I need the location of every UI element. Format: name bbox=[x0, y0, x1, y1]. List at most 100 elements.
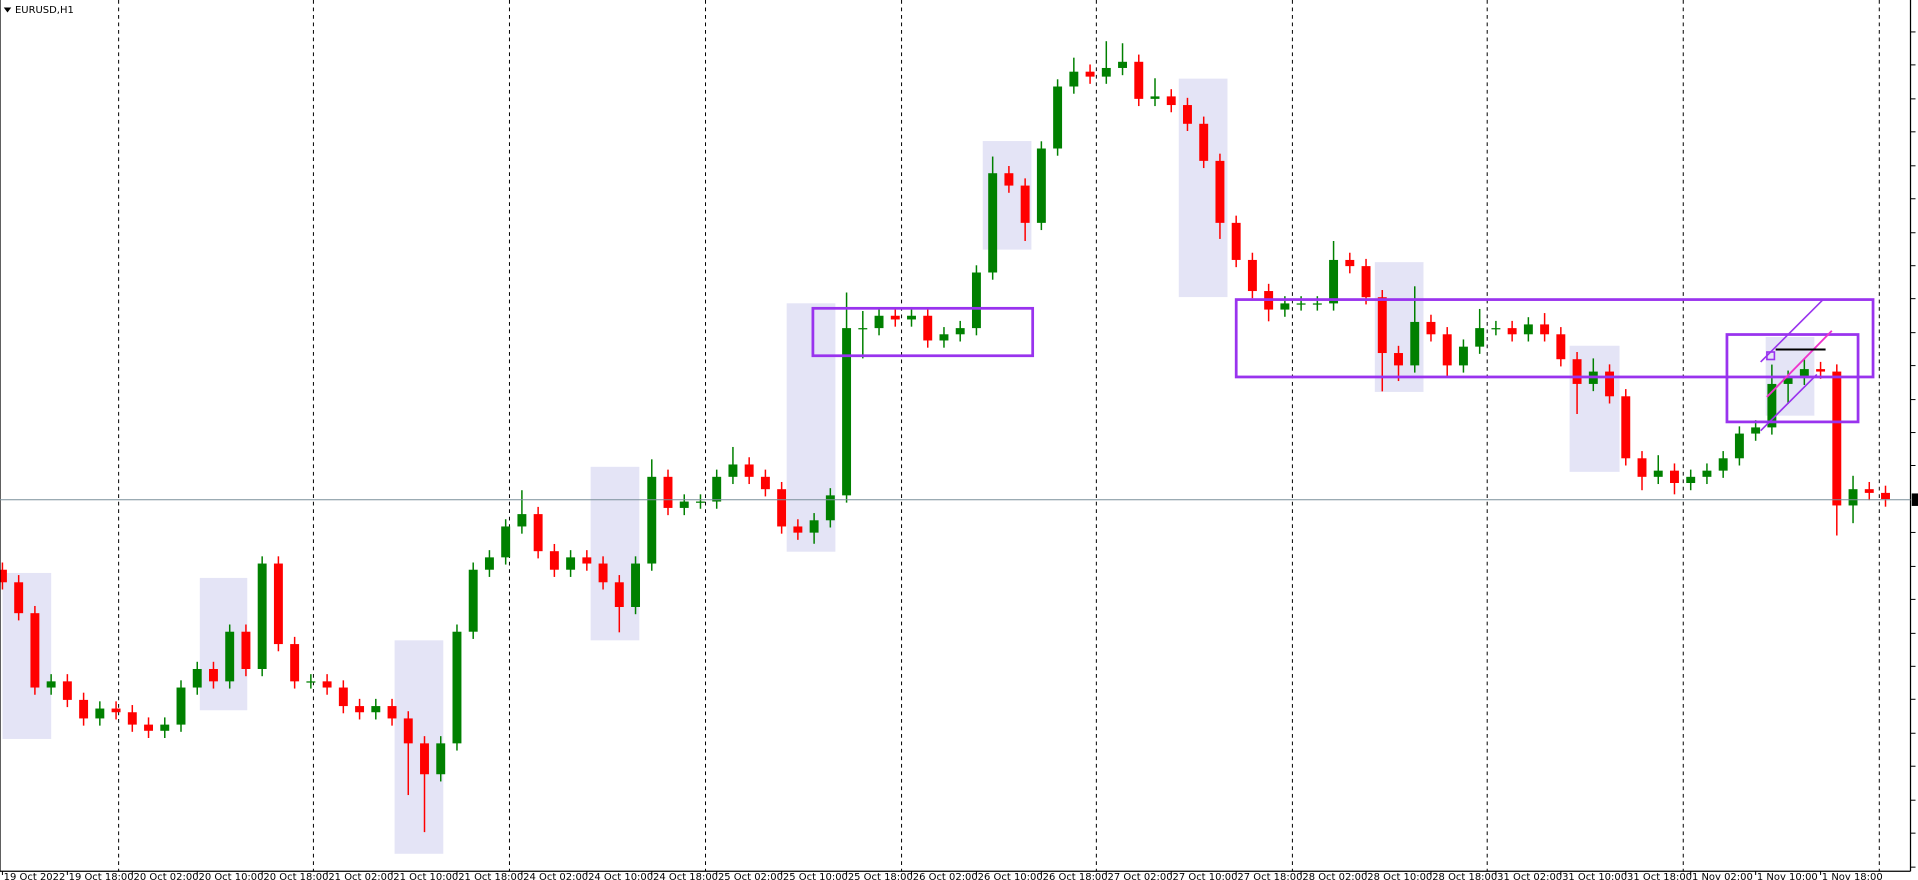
candle-body bbox=[436, 743, 446, 775]
channel-line bbox=[1760, 373, 1818, 432]
candle-body bbox=[290, 644, 300, 682]
candle-body bbox=[1004, 173, 1014, 186]
last-price-box bbox=[1911, 493, 1918, 506]
candle-body bbox=[1605, 371, 1615, 397]
candle-body bbox=[1166, 96, 1176, 106]
candle-body bbox=[825, 495, 835, 521]
candle-body bbox=[793, 526, 803, 533]
range-box bbox=[1234, 298, 1875, 379]
candle-body bbox=[533, 514, 543, 552]
candle-body bbox=[1881, 492, 1890, 500]
candle-body bbox=[387, 706, 397, 719]
candle-body bbox=[127, 712, 137, 725]
candle-body bbox=[631, 563, 641, 608]
zone bbox=[394, 640, 444, 854]
candle-body bbox=[858, 328, 868, 330]
candle-body bbox=[1832, 371, 1842, 506]
symbol-icon bbox=[3, 7, 12, 13]
candle-body bbox=[371, 706, 381, 713]
candle-body bbox=[1361, 266, 1371, 298]
x-tick-label: 27 Oct 10:00 bbox=[1172, 872, 1237, 880]
candle-body bbox=[1540, 324, 1550, 335]
day-separators bbox=[118, 0, 1880, 872]
x-tick-label: 26 Oct 18:00 bbox=[1043, 872, 1108, 880]
x-tick-label: 1 Nov 02:00 bbox=[1692, 872, 1753, 880]
x-tick-label: 25 Oct 02:00 bbox=[718, 872, 783, 880]
candle-body bbox=[1670, 470, 1679, 484]
candle-body bbox=[420, 743, 429, 775]
x-tick-label: 27 Oct 02:00 bbox=[1108, 872, 1173, 880]
candle-body bbox=[582, 557, 592, 564]
candle-body bbox=[1085, 71, 1095, 77]
x-tick-label: 1 Nov 10:00 bbox=[1757, 872, 1818, 880]
candle-body bbox=[696, 501, 705, 503]
candle-body bbox=[1020, 185, 1030, 223]
candle-body bbox=[1523, 324, 1533, 335]
candle-body bbox=[225, 631, 235, 682]
candle-body bbox=[1410, 321, 1420, 366]
x-tick-label: 21 Oct 10:00 bbox=[393, 872, 458, 880]
candle-body bbox=[62, 681, 72, 700]
candle-body bbox=[1702, 470, 1712, 477]
zone bbox=[590, 466, 640, 641]
candle-body bbox=[842, 328, 852, 496]
candle-body bbox=[111, 708, 121, 713]
candle-body bbox=[257, 563, 267, 669]
candle-body bbox=[760, 476, 770, 490]
candle-body bbox=[874, 315, 884, 329]
marker-square bbox=[1766, 351, 1776, 361]
candle-body bbox=[1394, 353, 1403, 366]
candle-body bbox=[1816, 369, 1826, 372]
candle-body bbox=[355, 706, 365, 713]
candle-body bbox=[160, 724, 170, 731]
x-tick-label: 24 Oct 18:00 bbox=[653, 872, 718, 880]
candle-body bbox=[1183, 105, 1192, 124]
candle-body bbox=[1848, 489, 1858, 506]
candle-body bbox=[1345, 259, 1355, 267]
candle-body bbox=[923, 315, 933, 341]
candle-body bbox=[647, 476, 657, 564]
chart-title: EURUSD,H1 bbox=[15, 5, 74, 16]
candle-body bbox=[1296, 303, 1306, 305]
candle-body bbox=[1426, 321, 1436, 335]
candle-body bbox=[1199, 123, 1209, 161]
candle-body bbox=[468, 569, 478, 632]
candle-body bbox=[777, 489, 787, 527]
candle-body bbox=[1718, 458, 1728, 471]
candle-body bbox=[1751, 427, 1761, 434]
x-tick-label: 24 Oct 02:00 bbox=[523, 872, 588, 880]
candle-body bbox=[988, 173, 998, 273]
candle-body bbox=[955, 328, 965, 335]
x-tick-label: 19 Oct 2022 bbox=[4, 872, 66, 880]
x-tick-label: 24 Oct 10:00 bbox=[588, 872, 653, 880]
candle-body bbox=[14, 582, 24, 614]
range-box bbox=[811, 306, 1035, 358]
candle-body bbox=[1734, 433, 1744, 459]
x-tick-label: 20 Oct 10:00 bbox=[198, 872, 263, 880]
last-price-label: 0.98734 bbox=[1914, 495, 1918, 506]
candle-body bbox=[1053, 86, 1063, 149]
candle-body bbox=[1864, 489, 1874, 493]
candle-body bbox=[663, 476, 673, 508]
candle-body bbox=[566, 557, 576, 570]
candle-body bbox=[1118, 61, 1128, 68]
candles bbox=[0, 41, 1890, 833]
candle-body bbox=[46, 681, 56, 688]
candle-body bbox=[30, 613, 40, 688]
candle-body bbox=[192, 668, 202, 688]
x-tick-label: 27 Oct 18:00 bbox=[1237, 872, 1302, 880]
candle-body bbox=[1572, 359, 1582, 384]
x-tick-label: 28 Oct 18:00 bbox=[1432, 872, 1497, 880]
candle-body bbox=[598, 563, 608, 583]
candle-body bbox=[95, 708, 105, 719]
candle-body bbox=[971, 272, 981, 329]
candle-body bbox=[306, 681, 316, 683]
candle-body bbox=[614, 582, 624, 608]
candle-body bbox=[338, 687, 348, 707]
candle-body bbox=[1215, 160, 1225, 223]
candle-body bbox=[1036, 148, 1046, 223]
x-tick-label: 28 Oct 02:00 bbox=[1302, 872, 1367, 880]
candle-body bbox=[744, 464, 754, 477]
